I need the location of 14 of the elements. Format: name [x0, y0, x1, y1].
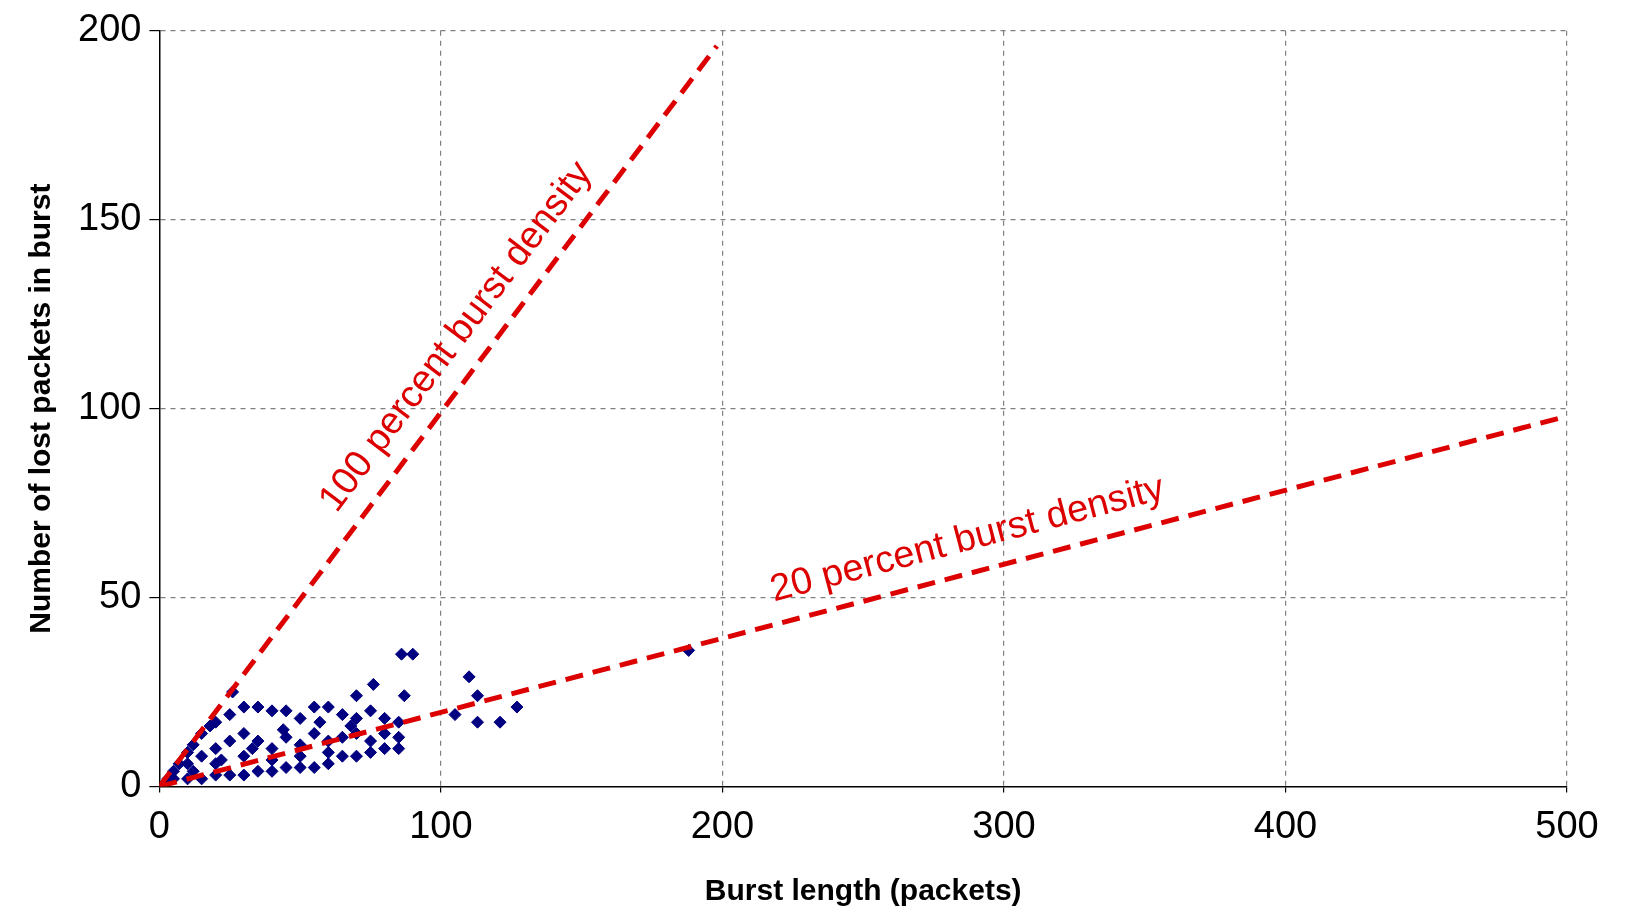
- y-tick-label: 150: [78, 196, 142, 239]
- x-tick-label: 300: [972, 803, 1036, 846]
- y-tick-label: 200: [78, 7, 142, 50]
- y-axis-title: Number of lost packets in burst: [23, 183, 57, 634]
- x-tick-label: 500: [1535, 803, 1599, 846]
- x-tick-label: 100: [409, 803, 473, 846]
- x-tick-label: 0: [148, 803, 170, 846]
- x-tick-label: 200: [690, 803, 755, 846]
- x-tick-label: 400: [1253, 803, 1318, 846]
- x-axis-title: Burst length (packets): [704, 873, 1022, 907]
- y-tick-label: 100: [78, 385, 142, 428]
- text: 20 percent burst density: [765, 465, 1169, 610]
- y-tick-label: 50: [99, 573, 142, 616]
- y-tick-label: 0: [120, 762, 142, 805]
